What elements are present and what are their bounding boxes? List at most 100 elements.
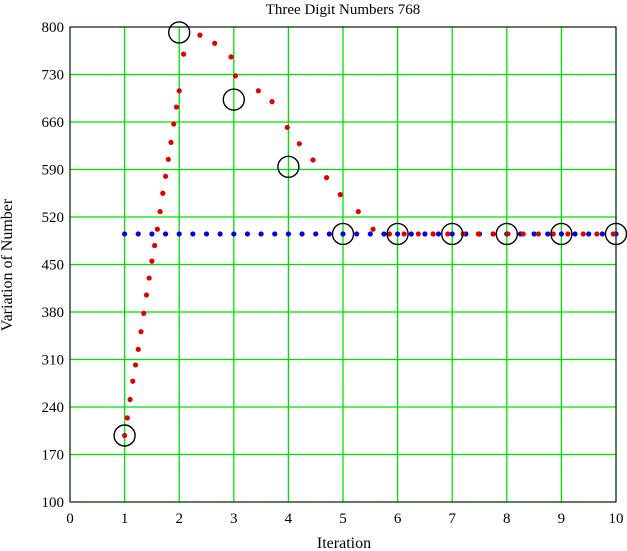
x-tick-label-10: 10 (609, 511, 624, 527)
y-tick-label-3: 310 (42, 353, 65, 369)
constant-point-1 (135, 231, 141, 237)
constant-point-21 (408, 231, 414, 237)
constant-point-16 (340, 231, 346, 237)
x-tick-label-1: 1 (121, 511, 129, 527)
constant-point-34 (586, 231, 592, 237)
path-point-1 (124, 415, 130, 421)
constant-point-6 (203, 231, 210, 237)
y-tick-label-4: 380 (42, 305, 65, 321)
iteration-point-1 (167, 21, 191, 44)
constant-point-30 (531, 231, 537, 237)
iteration-point-5 (386, 222, 409, 246)
x-tick-label-5: 5 (339, 511, 347, 527)
path-point-5 (135, 346, 141, 352)
path-point-28 (284, 124, 290, 131)
iteration-point-6 (441, 222, 464, 246)
path-point-36 (401, 231, 407, 237)
path-point-6 (138, 329, 144, 335)
iteration-point-2 (222, 88, 246, 111)
path-point-38 (430, 231, 436, 237)
path-point-35 (386, 231, 393, 237)
constant-point-2 (149, 231, 155, 237)
path-point-50 (610, 231, 616, 237)
x-tick-label-7: 7 (448, 511, 456, 527)
path-point-37 (415, 231, 421, 237)
constant-point-12 (285, 231, 291, 237)
path-point-48 (580, 231, 586, 237)
constant-point-35 (599, 231, 605, 237)
path-point-21 (180, 51, 187, 57)
path-point-9 (146, 275, 152, 281)
y-tick-labels: 100 170 240 310 380 450 520 590 660 730 800 (42, 20, 65, 511)
path-point-26 (255, 88, 261, 94)
path-point-10 (149, 258, 155, 264)
path-point-25 (232, 73, 239, 79)
path-point-29 (296, 141, 302, 147)
y-tick-label-9: 730 (42, 68, 65, 84)
path-point-33 (355, 208, 361, 215)
constant-point-3 (162, 231, 169, 237)
constant-point-18 (367, 231, 373, 237)
constant-point-5 (190, 231, 196, 237)
path-point-42 (490, 231, 496, 237)
y-axis-label: Variation of Number (0, 198, 16, 331)
x-tick-label-9: 9 (558, 511, 566, 527)
path-point-11 (152, 242, 158, 249)
path-point-30 (310, 157, 316, 163)
path-point-2 (127, 396, 133, 403)
x-tick-label-0: 0 (66, 511, 74, 527)
constant-point-11 (272, 231, 278, 237)
constant-point-15 (326, 231, 332, 237)
path-point-4 (132, 362, 139, 368)
x-tick-label-3: 3 (230, 511, 238, 527)
constant-point-32 (558, 231, 565, 237)
constant-point-22 (422, 231, 428, 237)
x-axis-label: Iteration (317, 535, 371, 551)
constant-point-19 (381, 231, 387, 237)
constant-point-33 (572, 231, 578, 237)
constant-point-9 (244, 231, 251, 237)
path-point-7 (141, 310, 147, 316)
path-point-23 (212, 40, 218, 46)
y-tick-label-5: 450 (42, 258, 65, 274)
path-point-3 (130, 378, 136, 384)
y-tick-label-2: 240 (42, 400, 65, 416)
constant-point-7 (217, 231, 223, 237)
iteration-point-3 (277, 155, 300, 178)
x-tick-label-2: 2 (175, 511, 183, 527)
path-point-24 (228, 54, 234, 60)
iteration-point-4 (331, 222, 355, 246)
y-tick-label-8: 660 (42, 115, 65, 131)
path-point-13 (157, 208, 163, 215)
constant-point-23 (435, 231, 442, 237)
path-point-49 (594, 231, 600, 237)
iteration-point-7 (495, 222, 518, 246)
plot-frame (69, 26, 617, 503)
grid (69, 26, 617, 503)
path-point-31 (324, 175, 330, 181)
path-point-27 (269, 99, 275, 105)
path-point-14 (160, 190, 166, 196)
y-tick-label-7: 590 (42, 163, 65, 179)
path-point-15 (162, 173, 169, 179)
path-point-34 (370, 226, 376, 232)
path-point-19 (173, 104, 180, 110)
path-point-39 (445, 231, 451, 237)
constant-point-24 (449, 231, 455, 237)
constant-point-4 (176, 231, 182, 237)
path-point-12 (154, 226, 160, 232)
path-point-22 (197, 32, 203, 38)
path-point-16 (165, 156, 171, 162)
y-tick-label-6: 520 (42, 210, 65, 226)
constant-point-20 (395, 231, 401, 237)
path-point-41 (475, 231, 482, 237)
path-point-32 (337, 192, 343, 198)
y-tick-label-1: 170 (42, 448, 65, 464)
x-tick-label-6: 6 (394, 511, 402, 527)
x-tick-label-8: 8 (503, 511, 511, 527)
constant-point-14 (313, 231, 319, 237)
x-tick-labels: 0 1 2 3 4 5 6 7 8 9 10 (66, 511, 623, 527)
series-layer (113, 21, 627, 447)
x-tick-label-4: 4 (285, 511, 293, 527)
